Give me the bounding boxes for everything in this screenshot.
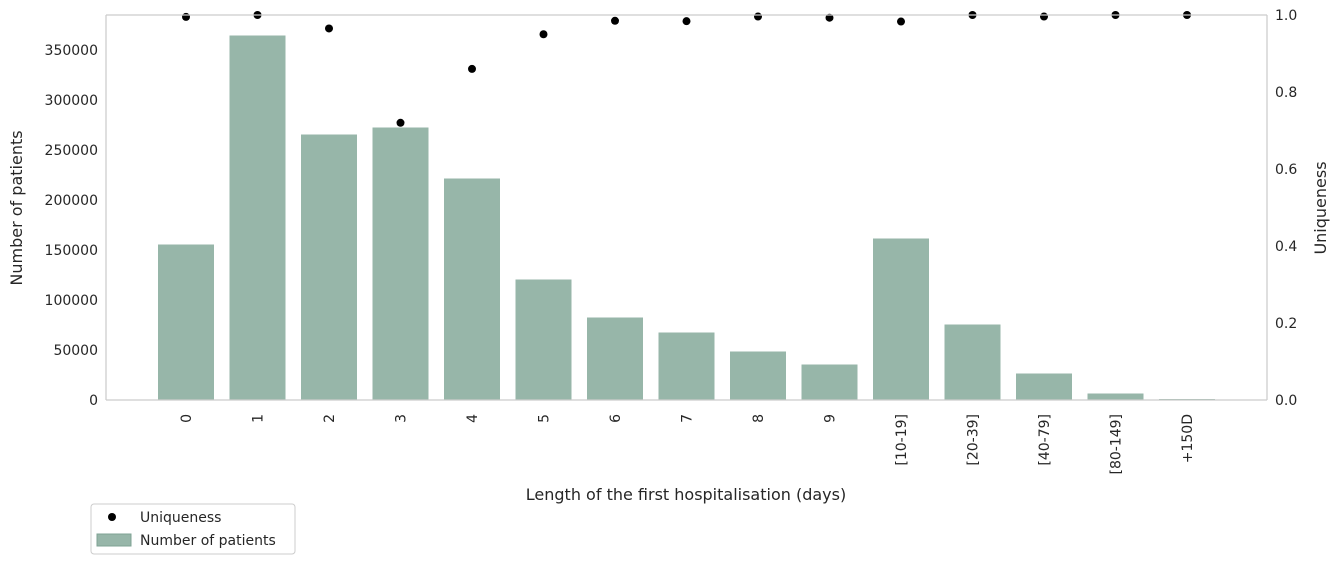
uniqueness-point-5 [539, 30, 548, 39]
x-tick-label-4: 4 [465, 414, 481, 423]
uniqueness-point-4 [468, 64, 476, 73]
bar-12 [1015, 372, 1073, 401]
bar-1 [228, 34, 287, 401]
x-tick-label-14: +150D [1180, 414, 1196, 463]
uniqueness-point-9 [825, 13, 834, 22]
x-tick-label-12: [40-79] [1037, 414, 1053, 466]
x-axis-ticks: 0 1 2 3 4 5 6 7 8 9 [10-19] [20-39] [40-79] [80-149] +… [179, 414, 1196, 475]
y-tick-label-5: 250000 [45, 143, 98, 159]
bar-7 [657, 331, 716, 401]
y-axis-title: Number of patients [7, 130, 26, 285]
legend-swatch-patients [96, 533, 132, 547]
x-tick-label-0: 0 [179, 414, 195, 423]
x-tick-label-6: 6 [608, 414, 624, 423]
bar-8 [729, 350, 787, 401]
uniqueness-point-0 [182, 12, 190, 21]
y-tick-label-6: 300000 [45, 93, 98, 109]
bar-4 [443, 177, 501, 401]
x-tick-label-8: 8 [751, 414, 767, 423]
x-tick-label-3: 3 [394, 414, 410, 423]
bars-layer [157, 34, 1216, 401]
bar-11 [943, 323, 1002, 401]
y-tick-label-7: 350000 [45, 43, 98, 59]
x-tick-label-7: 7 [680, 414, 696, 423]
bar-3 [371, 126, 430, 401]
points-layer [182, 11, 1191, 127]
right-axis-ticks: 0.0 0.2 0.4 0.6 0.8 1.0 [1275, 8, 1297, 409]
uniqueness-point-10 [897, 17, 905, 26]
uniqueness-point-2 [325, 24, 333, 33]
y-tick-label-1: 50000 [53, 343, 98, 359]
x-tick-label-10: [10-19] [894, 414, 910, 466]
x-axis-title: Length of the first hospitalisation (day… [526, 485, 846, 504]
legend-label-uniqueness: Uniqueness [140, 510, 221, 526]
uniqueness-point-12 [1040, 12, 1048, 21]
legend-marker-uniqueness [108, 513, 116, 521]
x-tick-label-11: [20-39] [966, 414, 982, 466]
x-tick-label-2: 2 [322, 414, 338, 423]
bar-5 [514, 278, 573, 401]
y2-tick-label-3: 0.6 [1275, 162, 1297, 178]
y2-axis-title: Uniqueness [1311, 161, 1330, 254]
uniqueness-point-6 [611, 16, 619, 25]
left-axis-ticks: 0 50000 100000 150000 200000 250000 300000 3500… [45, 43, 98, 409]
x-tick-label-5: 5 [537, 414, 553, 423]
plot-frame [105, 14, 1268, 401]
y2-tick-label-2: 0.4 [1275, 239, 1297, 255]
y-tick-label-4: 200000 [45, 193, 98, 209]
bar-9 [800, 363, 859, 401]
x-tick-label-13: [80-149] [1109, 414, 1125, 475]
y-tick-label-2: 100000 [45, 293, 98, 309]
legend: Uniqueness Number of patients [90, 503, 296, 555]
y-tick-label-0: 0 [89, 393, 98, 409]
legend-box [90, 503, 296, 555]
uniqueness-point-7 [682, 17, 691, 26]
x-tick-label-9: 9 [823, 414, 839, 423]
uniqueness-point-3 [396, 118, 405, 127]
y2-tick-label-4: 0.8 [1275, 85, 1297, 101]
bar-2 [300, 133, 358, 401]
x-tick-label-1: 1 [251, 414, 267, 423]
uniqueness-point-8 [754, 12, 762, 21]
bar-0 [157, 243, 215, 401]
y-tick-label-3: 150000 [45, 243, 98, 259]
y2-tick-label-0: 0.0 [1275, 393, 1297, 409]
y2-tick-label-5: 1.0 [1275, 8, 1297, 24]
legend-label-patients: Number of patients [140, 533, 276, 549]
bar-6 [586, 316, 644, 401]
bar-13 [1086, 392, 1145, 401]
y2-tick-label-1: 0.2 [1275, 316, 1297, 332]
bar-10 [872, 237, 930, 401]
